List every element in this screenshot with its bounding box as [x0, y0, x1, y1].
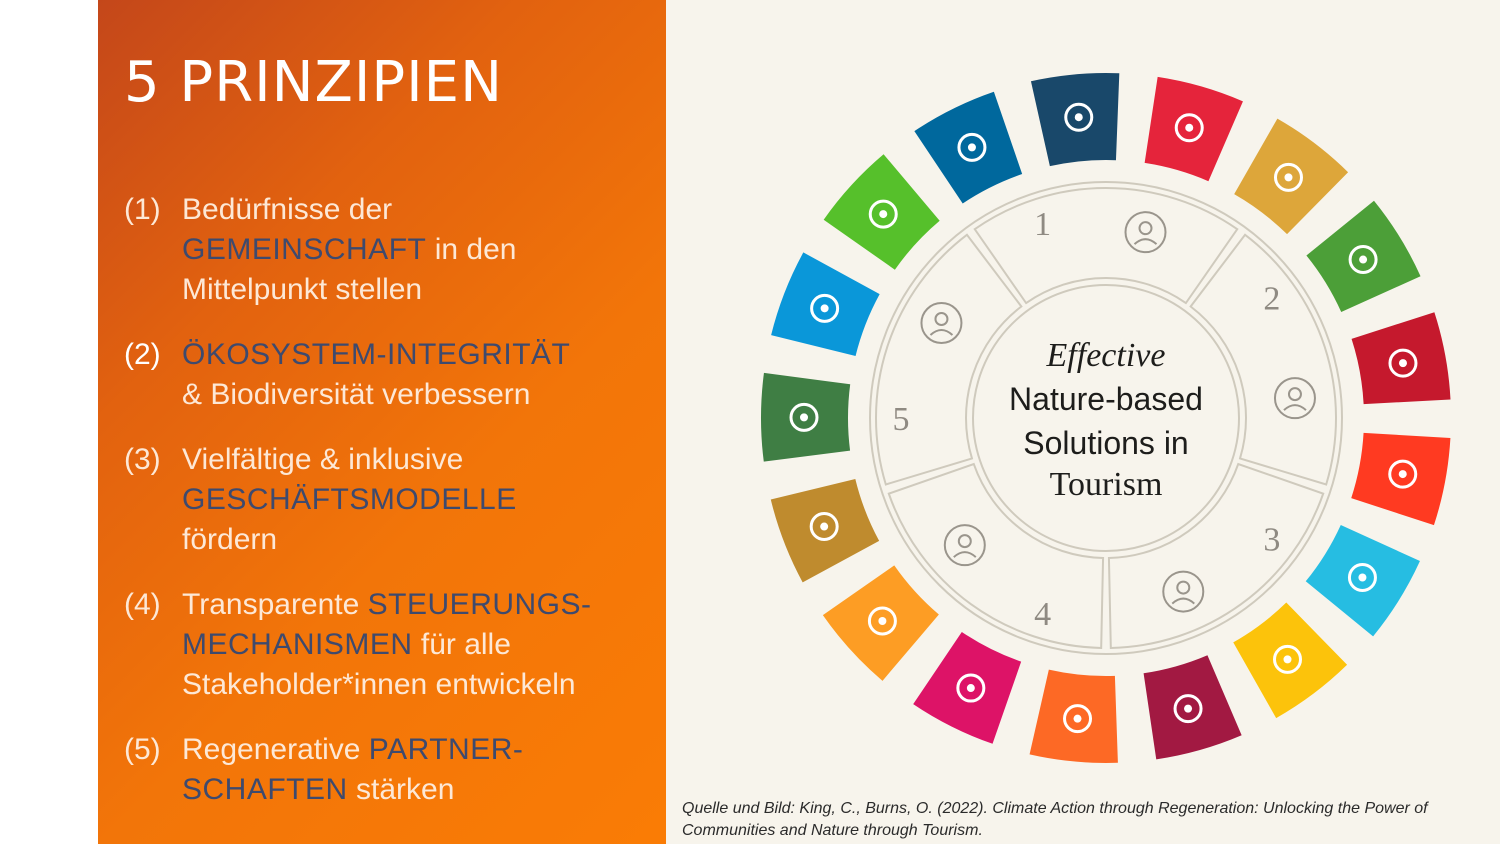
- gender-icon: [1388, 459, 1418, 489]
- principle-number: (1): [124, 193, 161, 226]
- principle-number: (5): [124, 733, 161, 766]
- principle-text: Stakeholder*innen entwickeln: [182, 668, 576, 701]
- principle-number: (2): [124, 338, 161, 371]
- segment-number: 5: [893, 401, 910, 438]
- slide-title: 5 PRINZIPIEN: [124, 50, 503, 115]
- right-panel: 1 2 3 4 5 Effective Nature-based Solutions i…: [666, 0, 1500, 844]
- principle-text: Regenerative: [182, 733, 361, 766]
- caption-line-1: Quelle und Bild: King, C., Burns, O. (20…: [682, 800, 1428, 817]
- nbs-diagram: 1 2 3 4 5 Effective Nature-based Solutions i…: [761, 73, 1451, 763]
- principle-text: Transparente: [182, 588, 360, 621]
- principle-segment: [1189, 233, 1337, 486]
- principle-number: (3): [124, 443, 161, 476]
- principle-highlight: GEMEINSCHAFT: [182, 233, 427, 266]
- handshake-contract-icon: [943, 524, 986, 567]
- sdg-tile: [1030, 73, 1120, 167]
- flower-icon: [1064, 102, 1094, 132]
- segment-number: 3: [1263, 521, 1280, 558]
- city-icon: [867, 606, 897, 636]
- principle-text: & Biodiversität verbessern: [182, 378, 531, 411]
- infinity-icon: [809, 512, 839, 542]
- sdg-tile: [770, 478, 880, 583]
- caption-line-2: Communities and Nature through Tourism.: [682, 822, 983, 839]
- principle-text: für alle: [420, 628, 511, 661]
- business-network-icon: [1162, 570, 1205, 613]
- equality-arrows-icon: [956, 673, 986, 703]
- sdg-tile: [1029, 669, 1118, 763]
- center-title-line2: Nature-based: [1009, 381, 1203, 417]
- growth-chart-icon: [1173, 694, 1203, 724]
- sdg-tile: [1351, 312, 1451, 405]
- principle-text: stärken: [356, 773, 455, 806]
- segment-number: 1: [1034, 206, 1051, 243]
- bowl-icon: [1273, 162, 1303, 192]
- principle-segment: [875, 233, 1023, 486]
- book-icon: [1388, 348, 1418, 378]
- family-icon: [1174, 113, 1204, 143]
- sun-icon: [1273, 644, 1303, 674]
- cubes-icon: [1063, 704, 1093, 734]
- community-icon: [1124, 211, 1167, 254]
- left-panel: 5 PRINZIPIEN (1) Bedürfnisse der GEMEINS…: [98, 0, 666, 844]
- center-title-line3: Solutions in: [1023, 425, 1188, 461]
- eye-globe-icon: [789, 402, 819, 432]
- principle-highlight: GESCHÄFTSMODELLE: [182, 483, 517, 516]
- sdg-ring: [761, 73, 1451, 763]
- principle-text: Bedürfnisse der: [182, 193, 393, 226]
- principle-number: (4): [124, 588, 161, 621]
- sdg-tile: [1351, 432, 1451, 526]
- sdg-tile: [771, 252, 880, 356]
- principle-highlight: MECHANISMEN: [182, 628, 413, 661]
- principle-highlight: ÖKOSYSTEM-INTEGRITÄT: [182, 338, 571, 371]
- center-circle: [972, 284, 1240, 552]
- water-drop-icon: [1347, 563, 1377, 593]
- principle-text: Vielfältige & inklusive: [182, 443, 464, 476]
- principle-highlight: SCHAFTEN: [182, 773, 348, 806]
- joined-hands-icon: [920, 302, 963, 344]
- principle-highlight: PARTNER-: [368, 733, 524, 766]
- principle-segment: [887, 462, 1105, 649]
- heartbeat-icon: [1348, 245, 1378, 275]
- sdg-tile: [1144, 76, 1243, 182]
- sdg-tile: [1143, 655, 1242, 760]
- segment-number: 2: [1263, 281, 1280, 318]
- principle-segment: [973, 187, 1239, 305]
- dove-icon: [957, 132, 987, 162]
- principle-highlight: STEUERUNGS-: [367, 588, 592, 621]
- leaf-icon: [868, 199, 898, 229]
- center-title-line4: Tourism: [1050, 466, 1163, 503]
- principle-text: fördern: [182, 523, 278, 556]
- segment-number: 4: [1034, 596, 1051, 633]
- fish-icon: [810, 293, 840, 323]
- center-title-line1: Effective: [1046, 337, 1166, 374]
- principle-text: in den: [434, 233, 517, 266]
- hands-plant-icon: [1273, 377, 1316, 420]
- principle-segment: [1107, 462, 1325, 649]
- source-caption: Quelle und Bild: King, C., Burns, O. (20…: [682, 798, 1482, 842]
- principle-text: Mittelpunkt stellen: [182, 273, 423, 306]
